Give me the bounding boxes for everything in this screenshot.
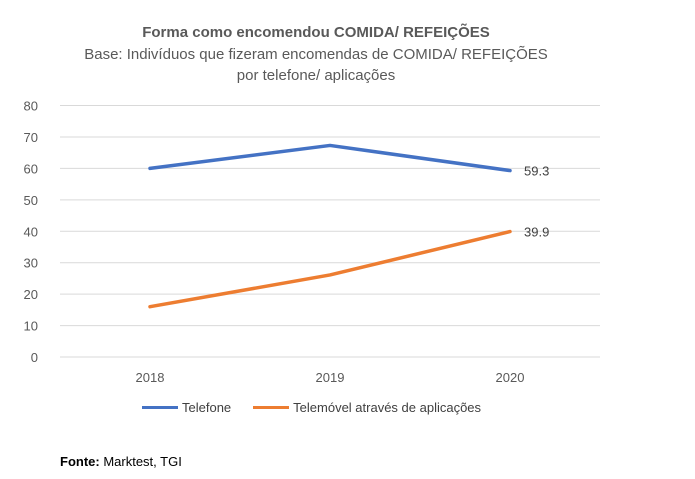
data-label: 59.3 xyxy=(524,164,549,179)
legend-swatch-telefone xyxy=(142,406,178,409)
y-tick-label: 50 xyxy=(24,193,38,208)
source-label: Fonte: xyxy=(60,454,100,469)
series-line-0 xyxy=(148,143,512,173)
source-text: Marktest, TGI xyxy=(99,454,182,469)
x-tick-label: 2019 xyxy=(316,370,345,385)
y-tick-label: 70 xyxy=(24,130,38,145)
y-tick-label: 30 xyxy=(24,256,38,271)
chart-title: Forma como encomendou COMIDA/ REFEIÇÕES xyxy=(142,24,490,41)
legend-label-telemovel: Telemóvel através de aplicações xyxy=(293,400,482,415)
series-line-1 xyxy=(148,229,512,309)
legend-label-telefone: Telefone xyxy=(182,400,232,415)
y-tick-label: 0 xyxy=(31,350,38,365)
y-tick-label: 20 xyxy=(24,287,38,302)
y-tick-label: 40 xyxy=(24,224,38,239)
data-label: 39.9 xyxy=(524,225,549,240)
x-tick-label: 2020 xyxy=(496,370,525,385)
y-tick-label: 60 xyxy=(24,161,38,176)
subtitle-line-2: por telefone/ aplicações xyxy=(236,67,396,84)
y-tick-label: 80 xyxy=(24,99,38,114)
legend-item-telemovel: Telemóvel através de aplicações xyxy=(253,400,481,415)
y-tick-label: 10 xyxy=(24,319,38,334)
source-note: Fonte: Marktest, TGI xyxy=(60,454,182,469)
legend-item-telefone: Telefone xyxy=(142,400,231,415)
subtitle-line-1: Base: Indivíduos que fizeram encomendas … xyxy=(84,46,548,63)
x-tick-label: 2018 xyxy=(136,370,165,385)
legend-swatch-telemovel xyxy=(253,406,290,409)
legend: Telefone Telemóvel através de aplicações xyxy=(142,400,481,415)
chart-subtitle: Base: Indivíduos que fizeram encomendas … xyxy=(0,44,632,86)
